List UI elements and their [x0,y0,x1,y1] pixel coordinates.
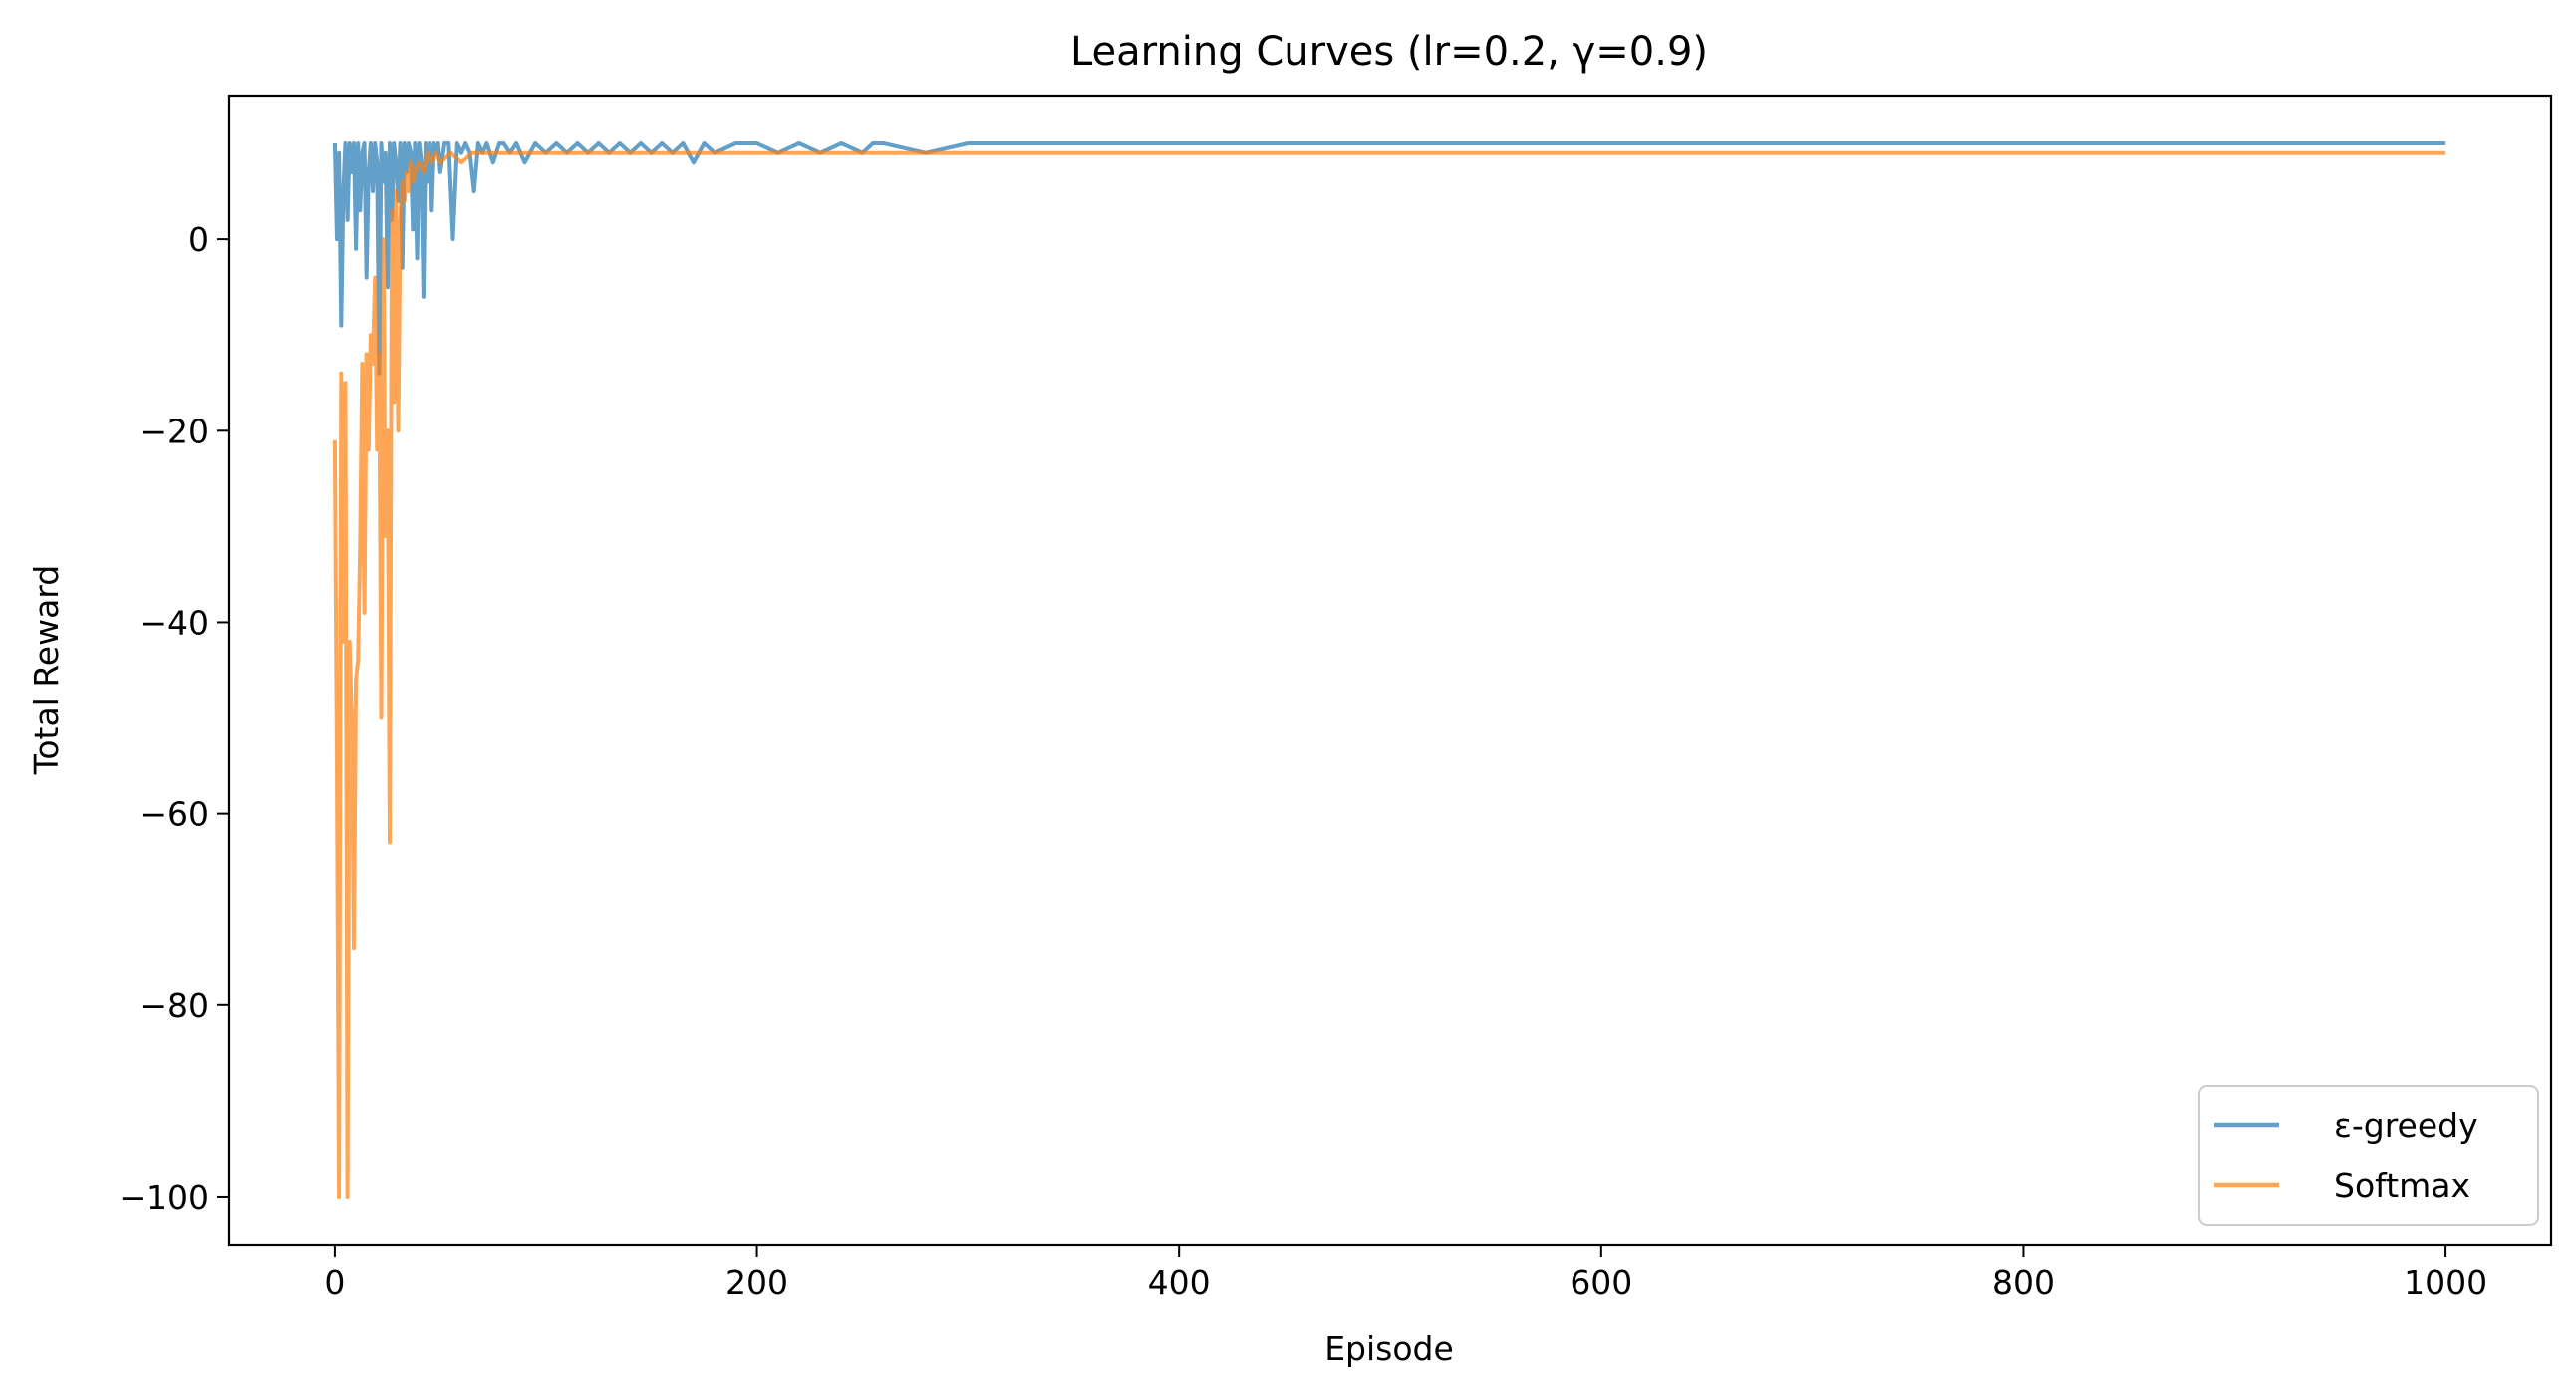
plot-area [227,94,2553,1247]
series-line-egreedy [332,141,2446,376]
x-tick-label: 400 [1148,1263,1211,1302]
x-axis-label: Episode [1324,1329,1454,1368]
x-tick-label: 200 [725,1263,788,1302]
y-tick-label: −80 [140,986,209,1025]
series-line-softmax [332,150,2446,1199]
y-axis: 0 −20 −40 −60 −80 −100 [119,220,229,1217]
x-axis: 0 200 400 600 800 1000 [324,1245,2487,1302]
y-tick-label: 0 [188,220,209,259]
y-tick-label: −20 [140,412,209,450]
legend: ε-greedy Softmax [2198,1085,2539,1226]
legend-label-egreedy: ε-greedy [2334,1106,2478,1145]
legend-label-softmax: Softmax [2334,1166,2470,1205]
y-tick-label: −100 [119,1178,209,1217]
axes-frame [227,94,2553,1247]
x-tick-label: 600 [1570,1263,1632,1302]
y-axis-label: Total Reward [27,565,66,775]
series-layer [332,141,2446,1199]
x-tick-label: 0 [324,1263,345,1302]
x-tick-label: 800 [1992,1263,2055,1302]
x-tick-label: 1000 [2404,1263,2487,1302]
y-tick-label: −60 [140,795,209,834]
y-tick-label: −40 [140,603,209,642]
legend-box [2198,1085,2539,1226]
chart-title: Learning Curves (lr=0.2, γ=0.9) [1070,29,1708,75]
